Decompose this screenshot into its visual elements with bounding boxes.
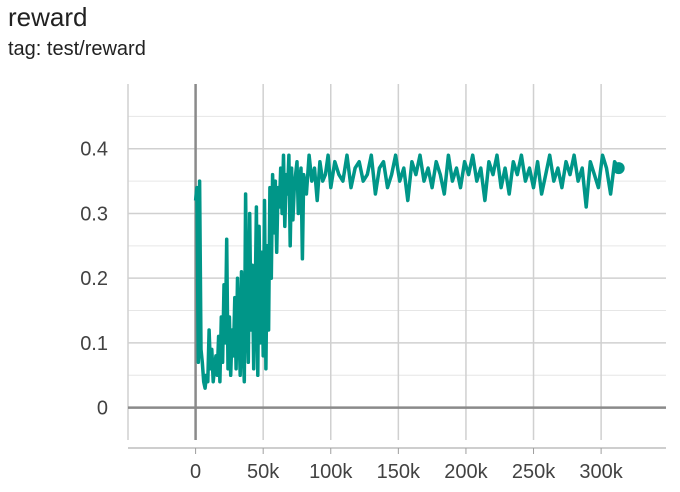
y-tick-label: 0.2 bbox=[80, 268, 108, 290]
y-tick-label: 0.3 bbox=[80, 203, 108, 225]
y-tick-label: 0.4 bbox=[80, 139, 108, 161]
x-tick-label: 250k bbox=[512, 461, 556, 483]
x-tick-label: 300k bbox=[579, 461, 623, 483]
x-tick-label: 200k bbox=[444, 461, 488, 483]
x-tick-label: 0 bbox=[190, 461, 201, 483]
series-line bbox=[193, 153, 621, 390]
x-tick-label: 150k bbox=[377, 461, 421, 483]
chart-title: reward bbox=[8, 2, 88, 32]
x-tick-label: 100k bbox=[309, 461, 353, 483]
y-tick-label: 0.1 bbox=[80, 333, 108, 355]
x-tick-label: 50k bbox=[247, 461, 280, 483]
chart-subtitle: tag: test/reward bbox=[8, 38, 146, 60]
y-tick-label: 0 bbox=[97, 398, 108, 420]
series-last-point-marker bbox=[612, 162, 625, 175]
